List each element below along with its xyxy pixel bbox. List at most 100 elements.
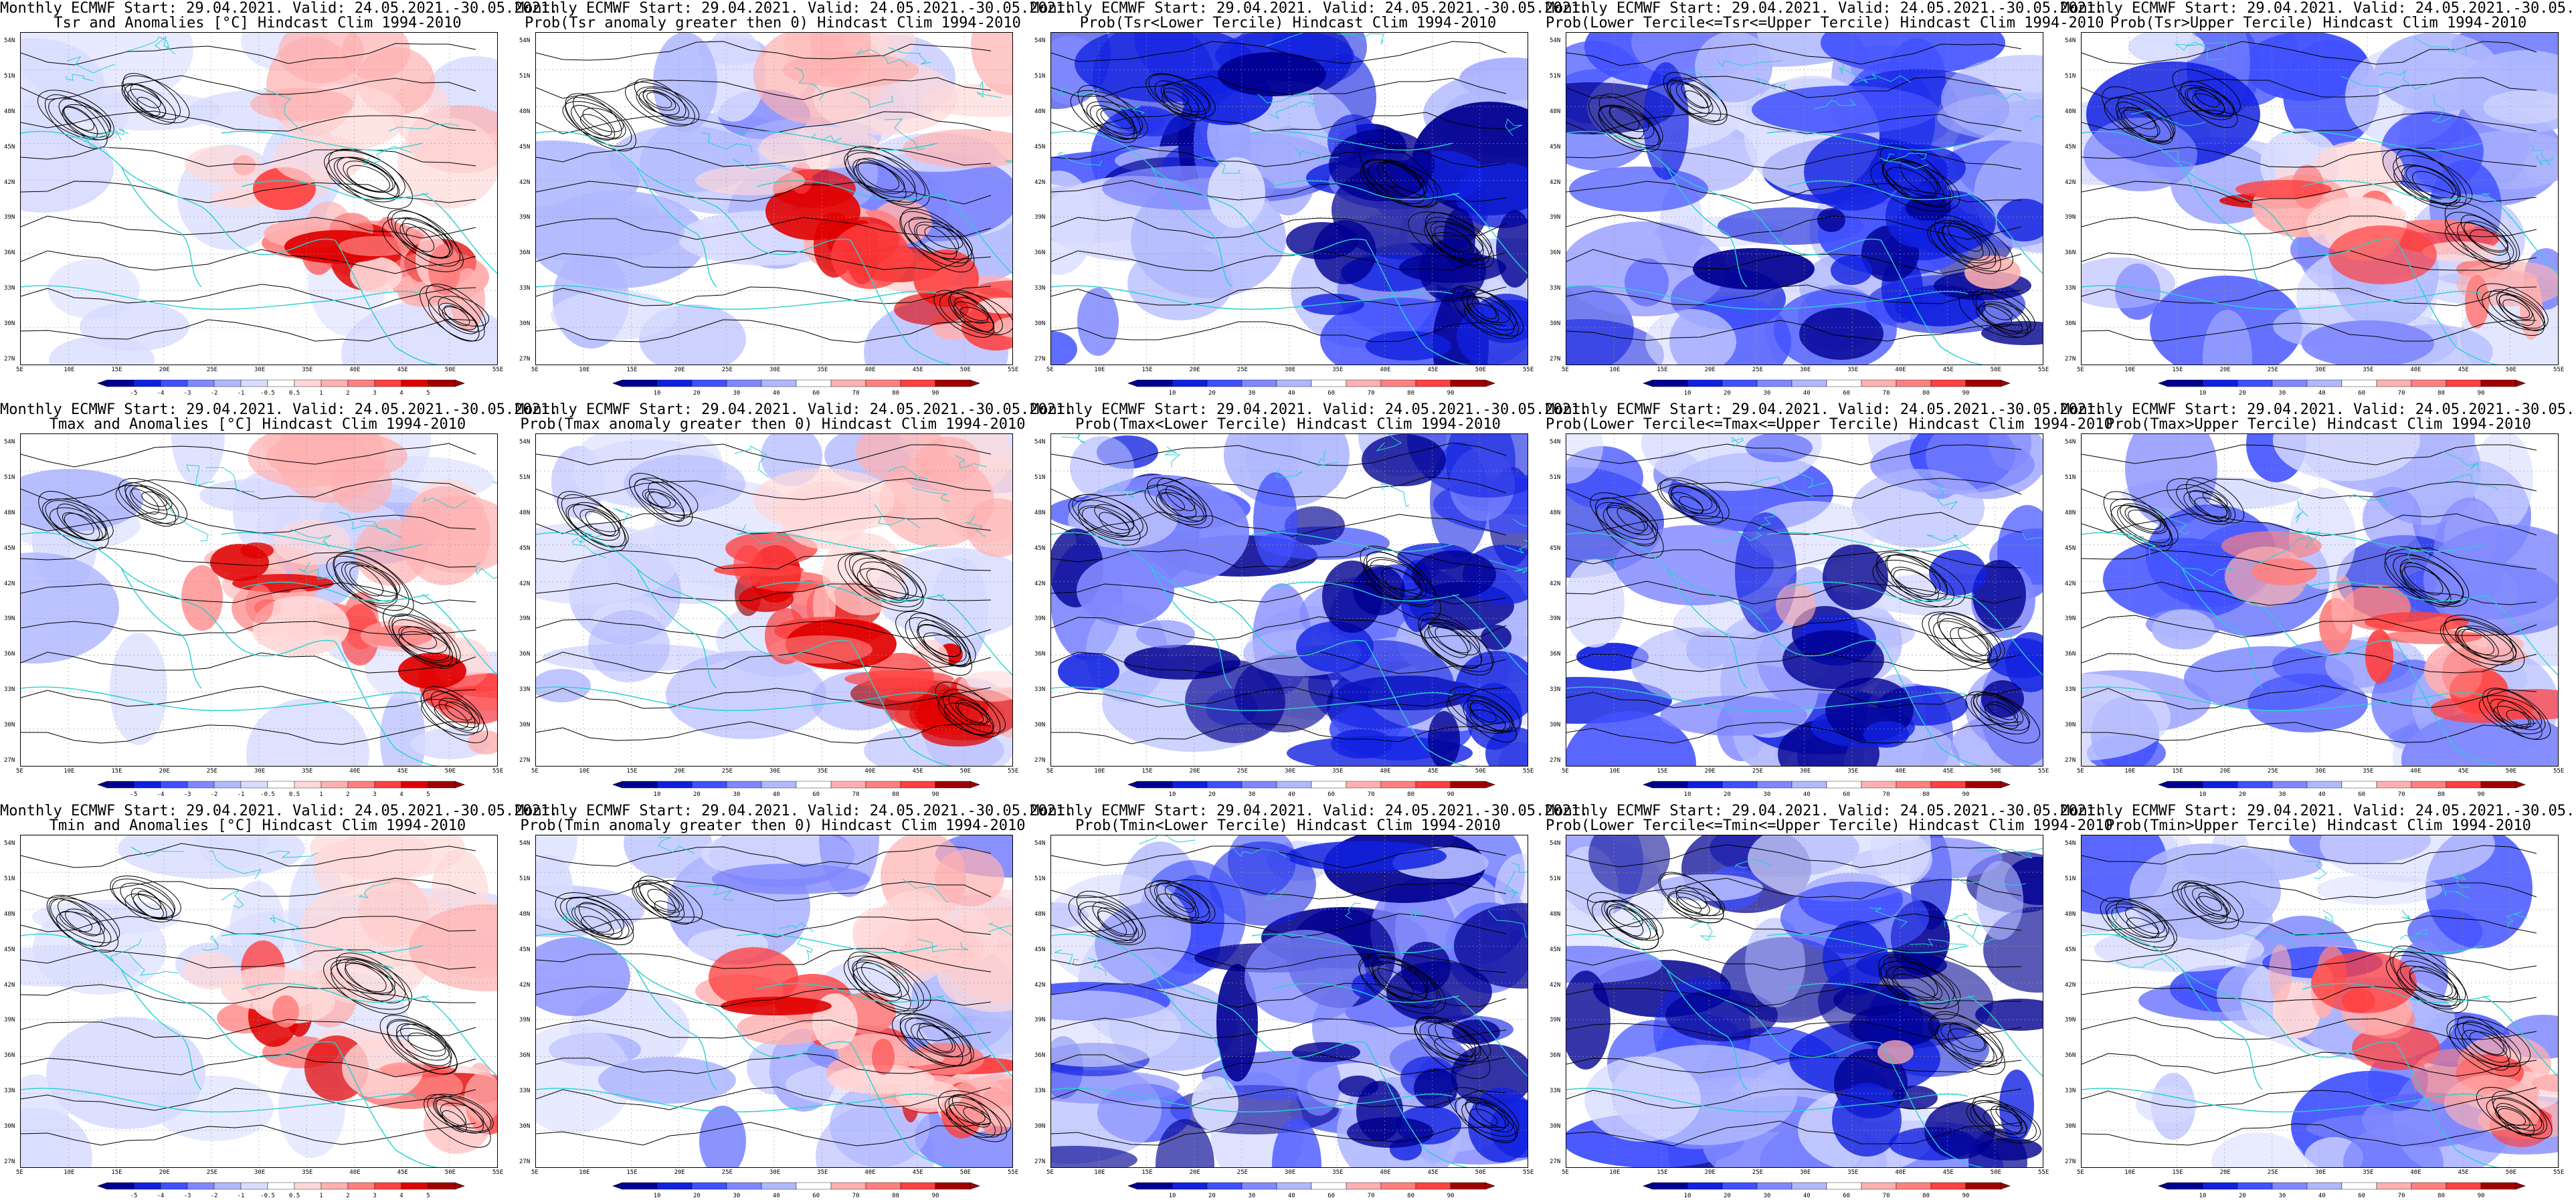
cold-shading bbox=[171, 434, 225, 486]
colorbar-swatch bbox=[1415, 1182, 1451, 1190]
colorbar-tick-label: 80 bbox=[1922, 791, 1930, 798]
longitude-label: 10E bbox=[64, 367, 75, 373]
latitude-label: 27N bbox=[2065, 1159, 2076, 1165]
colorbar-swatch bbox=[320, 781, 349, 789]
longitude-label: 35E bbox=[817, 768, 828, 775]
colorbar-swatch bbox=[1241, 379, 1277, 387]
colorbar-swatch bbox=[2341, 781, 2377, 789]
panel-title-variable: Prob(Tmin<Lower Tercile) Hindcast Clim 1… bbox=[1075, 817, 1501, 834]
longitude-label: 50E bbox=[959, 367, 972, 373]
latitude-label: 54N bbox=[519, 439, 531, 445]
cold-shading bbox=[21, 553, 119, 664]
colorbar-swatch bbox=[2272, 1182, 2308, 1190]
colorbar-swatch bbox=[2272, 379, 2308, 387]
map-plot-area bbox=[1050, 32, 1528, 365]
colorbar-swatch bbox=[106, 781, 134, 789]
colorbar-tick-label: 30 bbox=[2278, 1193, 2286, 1199]
longitude-label: 45E bbox=[397, 768, 408, 775]
colorbar-swatch bbox=[691, 1182, 727, 1190]
cold-shading bbox=[1832, 1083, 1902, 1157]
colorbar-swatch bbox=[622, 379, 658, 387]
longitude-label: 20E bbox=[674, 1169, 685, 1176]
latitude-label: 36N bbox=[4, 1052, 15, 1060]
panel-title-forecast: Monthly ECMWF Start: 29.04.2021. Valid: … bbox=[515, 0, 1074, 17]
latitude-label: 30N bbox=[519, 722, 531, 729]
warm-shading bbox=[2269, 944, 2292, 1003]
colorbar-tick-label: 3 bbox=[373, 1193, 376, 1199]
colorbar-swatch bbox=[1826, 781, 1862, 789]
forecast-map-panel: Monthly ECMWF Start: 29.04.2021. Valid: … bbox=[515, 803, 1073, 1204]
longitude-label: 25E bbox=[206, 1169, 218, 1176]
colorbar-swatch bbox=[1722, 1182, 1758, 1190]
longitude-label: 50E bbox=[1475, 367, 1487, 373]
cold-shading bbox=[1823, 544, 1888, 610]
coastline-borders bbox=[536, 837, 1012, 1167]
map-plot-area bbox=[2081, 433, 2559, 767]
latitude-label: 48N bbox=[4, 910, 15, 918]
latitude-label: 30N bbox=[519, 1123, 531, 1130]
colorbar-tick-label: 70 bbox=[1883, 390, 1890, 397]
longitude-label: 10E bbox=[1094, 367, 1105, 373]
colorbar-swatch bbox=[622, 1182, 658, 1190]
coastline-borders bbox=[1051, 434, 1528, 766]
warm-shading bbox=[868, 653, 934, 701]
colorbar-swatch bbox=[1172, 379, 1208, 387]
longitude-label: 25E bbox=[1752, 367, 1764, 373]
latitude-label: 45N bbox=[1034, 946, 1046, 953]
cold-shading bbox=[1412, 550, 1496, 599]
latitude-label: 42N bbox=[519, 179, 531, 186]
colorbar-tick-label: 90 bbox=[932, 791, 939, 798]
forecast-map-panel: Monthly ECMWF Start: 29.04.2021. Valid: … bbox=[0, 803, 558, 1204]
map-plot-area bbox=[1566, 433, 2043, 767]
longitude-label: 10E bbox=[1609, 1169, 1621, 1176]
colorbar-container: 10 20 30 40 60 70 80 90 bbox=[2141, 780, 2543, 799]
colorbar-tick-label: 40 bbox=[1288, 390, 1295, 397]
longitude-label: 30E bbox=[769, 768, 781, 775]
latitude-label: 27N bbox=[4, 356, 15, 363]
longitude-label: 40E bbox=[1380, 367, 1391, 373]
colorbar-swatch bbox=[187, 379, 215, 387]
cold-shading bbox=[2082, 258, 2175, 308]
colorbar-tick-label: 30 bbox=[1248, 791, 1255, 798]
colorbar-tick-label: 80 bbox=[1407, 791, 1414, 798]
longitude-label: 30E bbox=[2315, 768, 2326, 775]
cold-shading bbox=[1292, 1042, 1360, 1062]
colorbar-swatch bbox=[2272, 781, 2308, 789]
colorbar-tick-label: 30 bbox=[2278, 390, 2286, 397]
map-plot-area bbox=[535, 433, 1013, 767]
longitude-label: 40E bbox=[349, 1169, 361, 1176]
colorbar: -5 -4 -3 -2 -1 -0.5 0.5 1 2 3 4 5 bbox=[97, 1182, 465, 1199]
latitude-label: 54N bbox=[1550, 37, 1561, 44]
colorbar-swatch bbox=[347, 1182, 375, 1190]
colorbar-tick-label: 10 bbox=[1169, 791, 1176, 798]
longitude-label: 25E bbox=[206, 768, 218, 775]
graticule bbox=[2082, 33, 2558, 365]
panel-title-variable: Prob(Tsr anomaly greater then 0) Hindcas… bbox=[525, 15, 1021, 31]
colorbar-tick-label: 2 bbox=[346, 791, 349, 798]
cold-shading bbox=[1136, 620, 1195, 648]
colorbar-tick-label: -0.5 bbox=[260, 390, 275, 397]
cold-shading bbox=[1051, 331, 1077, 365]
cold-shading bbox=[1399, 252, 1506, 283]
warm-shading bbox=[971, 33, 1012, 95]
colorbar-swatch bbox=[830, 1182, 866, 1190]
colorbar-swatch bbox=[2306, 781, 2342, 789]
colorbar-swatch bbox=[2446, 1182, 2482, 1190]
colorbar-swatch bbox=[1965, 781, 2001, 789]
cold-shading bbox=[1566, 319, 1664, 365]
colorbar-tick-label: -5 bbox=[130, 390, 138, 397]
warm-shading bbox=[2465, 275, 2489, 328]
latitude-label: 27N bbox=[1550, 1159, 1561, 1165]
cold-shading bbox=[1804, 133, 1900, 211]
colorbar-container: 10 20 30 40 60 70 80 90 bbox=[2141, 379, 2543, 397]
colorbar-swatch bbox=[726, 781, 762, 789]
warm-shading bbox=[872, 1039, 895, 1075]
colorbar-swatch bbox=[656, 1182, 693, 1190]
colorbar-tick-label: 90 bbox=[2478, 390, 2485, 397]
longitude-label: 5E bbox=[16, 768, 23, 775]
warm-shading bbox=[892, 247, 915, 268]
cold-shading bbox=[1156, 1119, 1214, 1167]
longitude-label: 10E bbox=[64, 1169, 75, 1176]
longitude-label: 5E bbox=[531, 367, 539, 373]
colorbar-swatch bbox=[865, 379, 901, 387]
